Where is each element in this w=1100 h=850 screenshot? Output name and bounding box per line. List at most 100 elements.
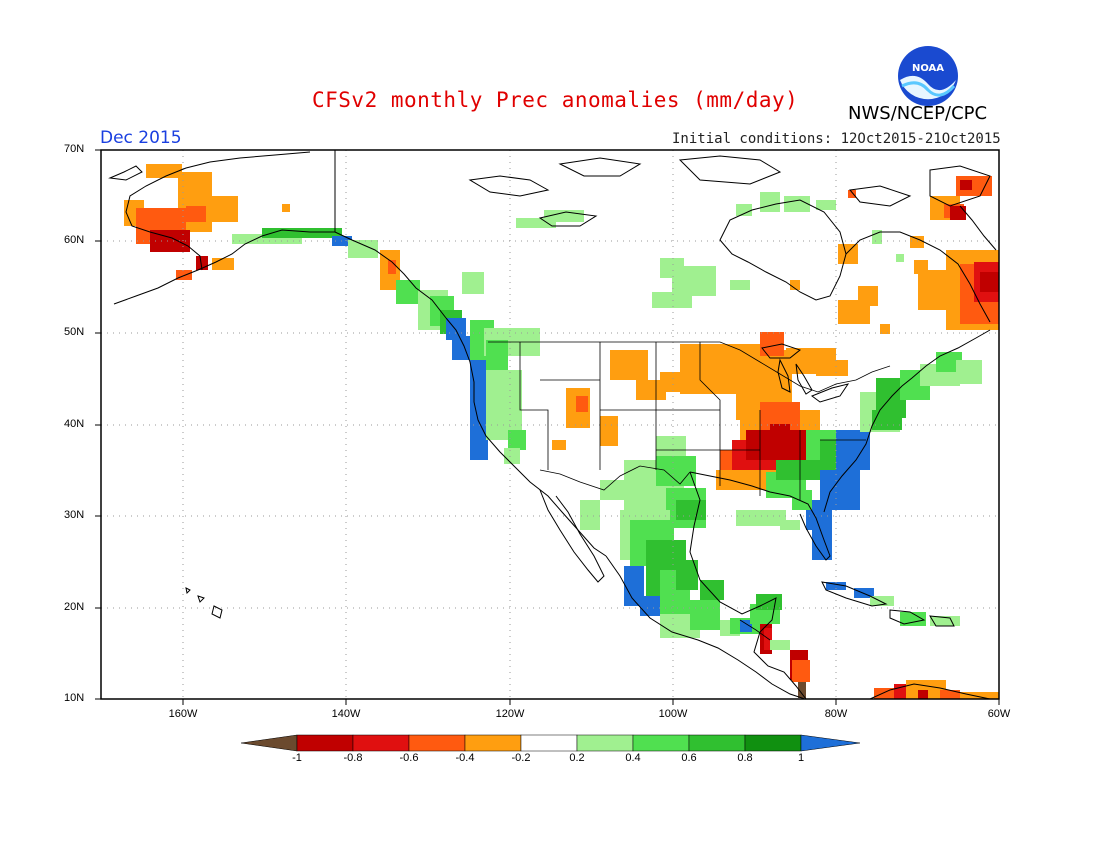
colorbar-label-5: 0.2 bbox=[569, 752, 585, 764]
lon-label-100w: 100W bbox=[658, 708, 688, 720]
anomaly-cell bbox=[936, 352, 962, 372]
lat-label-50n: 50N bbox=[64, 326, 85, 338]
lat-label-10n: 10N bbox=[64, 692, 85, 704]
political-borders bbox=[488, 341, 891, 641]
anomaly-cell bbox=[980, 272, 999, 292]
colorbar-segment bbox=[688, 734, 746, 752]
lat-label-70n: 70N bbox=[64, 143, 85, 155]
anomaly-cell bbox=[610, 350, 648, 380]
colorbar-segment bbox=[352, 734, 410, 752]
anomaly-cell bbox=[282, 204, 290, 212]
coastlines bbox=[108, 150, 997, 700]
anomaly-cell bbox=[636, 380, 666, 400]
anomaly-cell bbox=[624, 566, 644, 606]
colorbar-label-2: -0.6 bbox=[399, 752, 419, 764]
anomaly-cell bbox=[660, 372, 700, 392]
colorbar-label-9: 1 bbox=[797, 752, 805, 764]
colorbar-segment bbox=[296, 734, 354, 752]
lon-label-160w: 160W bbox=[168, 708, 198, 720]
anomaly-cell bbox=[348, 240, 378, 258]
anomaly-cell bbox=[652, 292, 692, 308]
anomaly-cell bbox=[552, 440, 566, 450]
anomaly-cell bbox=[910, 236, 924, 248]
lon-label-60w: 60W bbox=[987, 708, 1011, 720]
anomaly-cell bbox=[784, 196, 810, 212]
colorbar-segment bbox=[576, 734, 634, 752]
colorbar-label-8: 0.8 bbox=[737, 752, 753, 764]
anomaly-cell bbox=[792, 490, 812, 510]
anomaly-cell bbox=[600, 480, 630, 500]
lon-label-120w: 120W bbox=[495, 708, 525, 720]
anomaly-cell bbox=[870, 596, 894, 606]
colorbar-label-7: 0.6 bbox=[681, 752, 697, 764]
anomaly-cell bbox=[672, 266, 716, 296]
colorbar-segment bbox=[744, 734, 802, 752]
anomaly-cell bbox=[700, 580, 724, 600]
anomaly-cell bbox=[740, 620, 752, 632]
anomaly-cell bbox=[186, 206, 206, 222]
anomaly-cell bbox=[736, 510, 786, 526]
anomaly-cell bbox=[950, 206, 966, 220]
anomaly-cell bbox=[640, 596, 660, 616]
anomaly-cell bbox=[872, 410, 902, 430]
anomaly-cell bbox=[770, 640, 790, 650]
lon-label-80w: 80W bbox=[824, 708, 848, 720]
anomaly-cell bbox=[462, 272, 484, 294]
agency-label: NWS/NCEP/CPC bbox=[848, 103, 988, 124]
anomaly-cell bbox=[812, 528, 832, 560]
anomaly-cell bbox=[676, 560, 698, 590]
anomaly-cell bbox=[576, 396, 588, 412]
anomaly-cell bbox=[960, 692, 999, 699]
initial-conditions: Initial conditions: 12Oct2015-21Oct2015 bbox=[672, 131, 1001, 147]
map-title: CFSv2 monthly Prec anomalies (mm/day) bbox=[312, 88, 799, 112]
lat-label-40n: 40N bbox=[64, 418, 85, 430]
anomaly-cell bbox=[516, 218, 556, 228]
anomaly-cell bbox=[880, 324, 890, 334]
anomaly-cell bbox=[388, 260, 396, 274]
anomaly-cell bbox=[816, 360, 848, 376]
anomaly-cell bbox=[930, 616, 960, 626]
anomaly-cell bbox=[508, 430, 526, 450]
colorbar-label-0: -1 bbox=[292, 752, 302, 764]
logo-text: NOAA bbox=[912, 63, 944, 74]
anomaly-cell bbox=[736, 204, 752, 216]
colorbar-arrow-high bbox=[800, 734, 861, 752]
anomaly-cell bbox=[848, 190, 856, 198]
lon-label-140w: 140W bbox=[331, 708, 361, 720]
anomaly-cell bbox=[770, 424, 790, 444]
colorbar-label-3: -0.4 bbox=[455, 752, 475, 764]
tick-marks bbox=[95, 149, 1000, 705]
colorbar-segment bbox=[464, 734, 522, 752]
anomaly-cell bbox=[600, 416, 618, 446]
anomaly-cell bbox=[396, 280, 420, 304]
forecast-month: Dec 2015 bbox=[100, 128, 182, 148]
anomaly-cell bbox=[752, 480, 772, 490]
anomaly-cell bbox=[918, 690, 928, 699]
anomaly-cell bbox=[690, 600, 720, 630]
colorbar-label-6: 0.4 bbox=[625, 752, 641, 764]
anomaly-cell bbox=[176, 270, 192, 280]
anomaly-cell bbox=[826, 582, 846, 590]
colorbar-segments bbox=[240, 734, 861, 752]
anomaly-cell bbox=[792, 660, 810, 682]
lat-label-60n: 60N bbox=[64, 234, 85, 246]
anomaly-cell bbox=[940, 690, 960, 699]
colorbar-segment bbox=[632, 734, 690, 752]
lat-label-30n: 30N bbox=[64, 509, 85, 521]
anomaly-cell bbox=[896, 254, 904, 262]
anomaly-cell bbox=[232, 234, 302, 244]
anomaly-cell bbox=[150, 230, 190, 252]
anomaly-cell bbox=[486, 370, 522, 440]
lat-label-20n: 20N bbox=[64, 601, 85, 613]
anomaly-cell bbox=[872, 230, 882, 244]
noaa-logo-icon: NOAA bbox=[898, 46, 958, 106]
colorbar-segment bbox=[520, 734, 578, 752]
colorbar-arrow-low bbox=[240, 734, 298, 752]
anomaly-cell bbox=[780, 520, 800, 530]
anomaly-cell bbox=[790, 280, 800, 290]
anomaly-cells bbox=[124, 164, 999, 699]
anomaly-cell bbox=[580, 500, 600, 530]
anomaly-cell bbox=[816, 200, 836, 210]
